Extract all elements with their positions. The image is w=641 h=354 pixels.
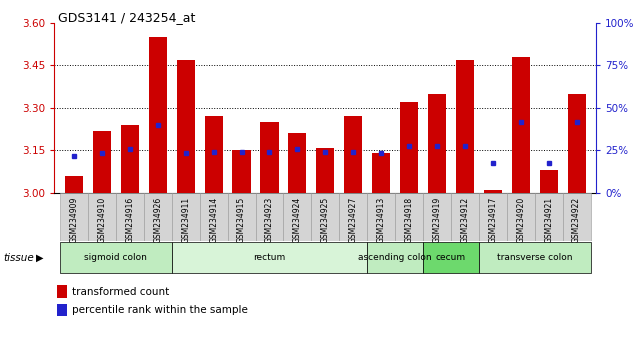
Bar [57, 285, 67, 298]
Text: GSM234922: GSM234922 [572, 197, 581, 243]
Bar [423, 242, 479, 273]
Bar [233, 150, 251, 193]
Bar [479, 242, 590, 273]
Text: GSM234914: GSM234914 [209, 197, 218, 243]
Bar [507, 193, 535, 241]
Text: GSM234920: GSM234920 [516, 197, 525, 243]
Bar [395, 193, 423, 241]
Bar [283, 193, 312, 241]
Bar [563, 193, 590, 241]
Bar [57, 304, 67, 316]
Bar [60, 193, 88, 241]
Bar [149, 37, 167, 193]
Bar [177, 60, 195, 193]
Text: cecum: cecum [436, 253, 466, 262]
Text: GDS3141 / 243254_at: GDS3141 / 243254_at [58, 11, 195, 24]
Bar [423, 193, 451, 241]
Bar [456, 60, 474, 193]
Bar [65, 176, 83, 193]
Text: GSM234912: GSM234912 [460, 197, 469, 243]
Bar [535, 193, 563, 241]
Bar [144, 193, 172, 241]
Bar [484, 190, 502, 193]
Bar [228, 193, 256, 241]
Text: GSM234909: GSM234909 [69, 197, 79, 243]
Bar [199, 193, 228, 241]
Bar [512, 57, 530, 193]
Bar [288, 133, 306, 193]
Text: GSM234919: GSM234919 [433, 197, 442, 243]
Bar [367, 193, 395, 241]
Bar [88, 193, 116, 241]
Text: rectum: rectum [253, 253, 286, 262]
Bar [479, 193, 507, 241]
Bar [116, 193, 144, 241]
Bar [256, 193, 283, 241]
Text: GSM234927: GSM234927 [349, 197, 358, 243]
Bar [316, 148, 335, 193]
Bar [540, 170, 558, 193]
Bar [172, 193, 199, 241]
Bar [204, 116, 222, 193]
Text: GSM234917: GSM234917 [488, 197, 497, 243]
Bar [93, 131, 111, 193]
Bar [367, 242, 423, 273]
Text: GSM234924: GSM234924 [293, 197, 302, 243]
Bar [60, 242, 172, 273]
Text: GSM234915: GSM234915 [237, 197, 246, 243]
Bar [372, 153, 390, 193]
Text: GSM234911: GSM234911 [181, 197, 190, 243]
Text: tissue: tissue [3, 252, 34, 263]
Text: GSM234913: GSM234913 [377, 197, 386, 243]
Bar [312, 193, 339, 241]
Bar [400, 102, 418, 193]
Bar [451, 193, 479, 241]
Text: ascending colon: ascending colon [358, 253, 432, 262]
Bar [339, 193, 367, 241]
Text: ▶: ▶ [36, 252, 44, 263]
Bar [344, 116, 362, 193]
Text: GSM234916: GSM234916 [126, 197, 135, 243]
Text: GSM234910: GSM234910 [97, 197, 106, 243]
Text: GSM234923: GSM234923 [265, 197, 274, 243]
Text: GSM234918: GSM234918 [404, 197, 413, 243]
Text: GSM234925: GSM234925 [320, 197, 330, 243]
Text: GSM234921: GSM234921 [544, 197, 553, 243]
Text: sigmoid colon: sigmoid colon [85, 253, 147, 262]
Bar [121, 125, 139, 193]
Text: transformed count: transformed count [72, 286, 169, 297]
Text: GSM234926: GSM234926 [153, 197, 162, 243]
Bar [428, 94, 446, 193]
Bar [567, 94, 586, 193]
Bar [172, 242, 367, 273]
Text: percentile rank within the sample: percentile rank within the sample [72, 305, 247, 315]
Text: transverse colon: transverse colon [497, 253, 572, 262]
Bar [260, 122, 279, 193]
